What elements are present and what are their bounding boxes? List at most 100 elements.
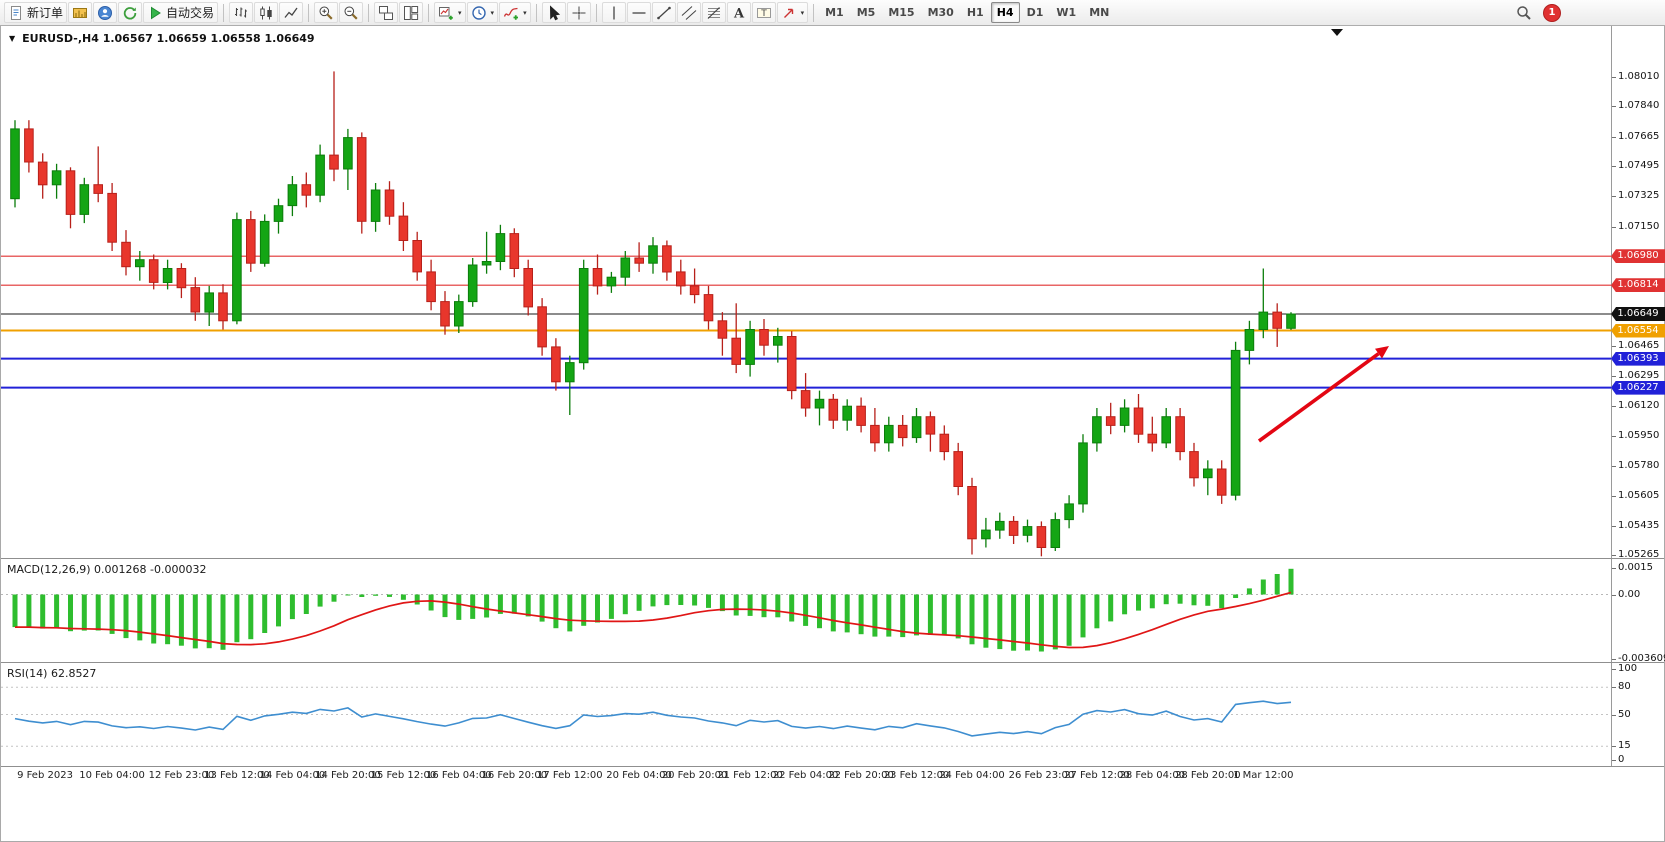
price-line-label: 1.06554 — [1611, 323, 1665, 338]
macd-chart-canvas[interactable] — [1, 559, 1611, 662]
crosshair-button[interactable] — [566, 2, 591, 23]
toolbar-separator — [428, 3, 430, 22]
channel-button[interactable] — [676, 2, 701, 23]
community-button[interactable] — [93, 2, 118, 23]
periods-button[interactable]: ▾ — [466, 2, 499, 23]
timeframe-button-m30[interactable]: M30 — [927, 6, 954, 19]
rsi-scale-label: 15 — [1618, 740, 1631, 752]
scale-tick — [1612, 687, 1616, 689]
time-axis-label: 21 Feb 12:00 — [717, 770, 783, 781]
scale-tick — [1612, 496, 1616, 498]
tile-windows-button[interactable] — [399, 2, 424, 23]
timeframe-button-m1[interactable]: M1 — [825, 6, 844, 19]
text-label-button[interactable]: T — [751, 2, 776, 23]
rsi-chart-canvas[interactable] — [1, 663, 1611, 766]
timeframe-button-w1[interactable]: W1 — [1056, 6, 1077, 19]
panel-separator[interactable] — [1, 558, 1664, 559]
time-axis-label: 14 Feb 20:00 — [315, 770, 381, 781]
auto-trading-button[interactable]: 自动交易 — [143, 2, 219, 23]
new-chart-button[interactable]: ▾ — [434, 2, 466, 23]
chevron-down-icon: ▾ — [523, 8, 527, 17]
time-axis-label: 12 Feb 23:00 — [148, 770, 215, 781]
scale-tick — [1612, 226, 1616, 228]
line-chart-icon — [284, 7, 298, 18]
timeframe-button-h1[interactable]: H1 — [966, 6, 984, 19]
line-chart-button[interactable] — [279, 2, 304, 23]
trendline-button[interactable] — [651, 2, 676, 23]
cursor-button[interactable] — [541, 2, 566, 23]
chart-area[interactable]: ▼ EURUSD-,H4 1.06567 1.06659 1.06558 1.0… — [0, 26, 1665, 842]
time-axis-label: 16 Feb 04:00 — [425, 770, 492, 781]
price-tick-label: 1.07325 — [1618, 190, 1660, 202]
scale-tick — [1612, 196, 1616, 198]
refresh-button[interactable] — [118, 2, 143, 23]
notification-badge[interactable]: 1 — [1543, 3, 1561, 22]
timeframe-button-h4[interactable]: H4 — [990, 2, 1020, 23]
time-axis-label: 1 Mar 12:00 — [1233, 770, 1294, 781]
arrow-tool-icon — [783, 8, 793, 18]
fibonacci-icon — [707, 6, 720, 19]
new-order-button[interactable]: 新订单 — [4, 2, 68, 23]
new-chart-icon — [439, 6, 453, 20]
arrange-windows-button[interactable] — [374, 2, 399, 23]
candlestick-chart-button[interactable] — [254, 2, 279, 23]
clock-icon — [471, 5, 486, 20]
chevron-down-icon: ▾ — [458, 8, 462, 17]
play-icon — [151, 6, 161, 19]
price-scale: 1.08010 1.07840 1.07665 1.07495 1.07325 1.071… — [1611, 26, 1665, 842]
scale-tick — [1612, 669, 1616, 670]
bar-chart-button[interactable] — [229, 2, 254, 23]
new-order-label: 新订单 — [27, 6, 64, 20]
toolbar-separator — [813, 3, 815, 22]
scale-tick — [1612, 658, 1616, 660]
zoom-out-icon — [344, 6, 358, 20]
crosshair-icon — [572, 6, 586, 19]
vertical-line-button[interactable] — [601, 2, 626, 23]
search-icon — [1517, 5, 1531, 20]
market-watch-button[interactable] — [68, 2, 93, 23]
vertical-line-icon — [612, 6, 615, 19]
time-axis-label: 16 Feb 20:00 — [481, 770, 548, 781]
scale-tick — [1612, 714, 1616, 716]
scale-tick — [1612, 465, 1616, 467]
zoom-in-icon — [319, 6, 333, 20]
zoom-out-button[interactable] — [339, 2, 364, 23]
price-scale-divider — [1611, 26, 1612, 766]
panel-separator[interactable] — [1, 766, 1664, 767]
zoom-in-button[interactable] — [314, 2, 339, 23]
timeframe-button-mn[interactable]: MN — [1089, 6, 1110, 19]
timeframe-button-d1[interactable]: D1 — [1026, 6, 1044, 19]
scale-tick — [1612, 567, 1616, 569]
price-tick-label: 1.05950 — [1618, 429, 1660, 441]
time-axis-label: 20 Feb 04:00 — [606, 770, 672, 781]
text-label-icon: T — [756, 7, 771, 18]
scale-tick — [1612, 406, 1616, 408]
horizontal-line-button[interactable] — [626, 2, 651, 23]
toolbar-right-group: 1 — [1513, 2, 1561, 23]
text-icon: A — [733, 6, 745, 21]
price-tick-label: 1.07665 — [1618, 130, 1660, 142]
toolbar-separator — [223, 3, 225, 22]
price-line-label: 1.06393 — [1611, 351, 1665, 366]
time-axis-label: 22 Feb 04:00 — [772, 770, 839, 781]
time-axis-label: 28 Feb 04:00 — [1119, 770, 1186, 781]
panel-separator[interactable] — [1, 662, 1664, 663]
search-button[interactable] — [1513, 2, 1535, 23]
chart-header: ▼ EURUSD-,H4 1.06567 1.06659 1.06558 1.0… — [9, 32, 315, 45]
arrows-tool-button[interactable]: ▾ — [776, 2, 809, 23]
scale-tick — [1612, 746, 1616, 748]
timeframe-button-m5[interactable]: M5 — [856, 6, 876, 19]
rsi-scale-label: 50 — [1618, 708, 1631, 720]
time-axis-label: 22 Feb 20:00 — [828, 770, 894, 781]
fibonacci-button[interactable] — [701, 2, 726, 23]
chevron-down-icon: ▾ — [490, 8, 495, 17]
timeframe-button-m15[interactable]: M15 — [888, 6, 915, 19]
price-tick-label: 1.08010 — [1618, 70, 1660, 82]
text-button[interactable]: A — [726, 2, 751, 23]
chart-collapse-icon[interactable]: ▼ — [9, 34, 16, 43]
scale-tick — [1612, 594, 1616, 596]
time-axis-label: 10 Feb 04:00 — [79, 770, 145, 781]
indicators-button[interactable]: ▾ — [499, 2, 531, 23]
refresh-icon — [123, 6, 137, 19]
price-chart-canvas[interactable] — [1, 26, 1611, 558]
